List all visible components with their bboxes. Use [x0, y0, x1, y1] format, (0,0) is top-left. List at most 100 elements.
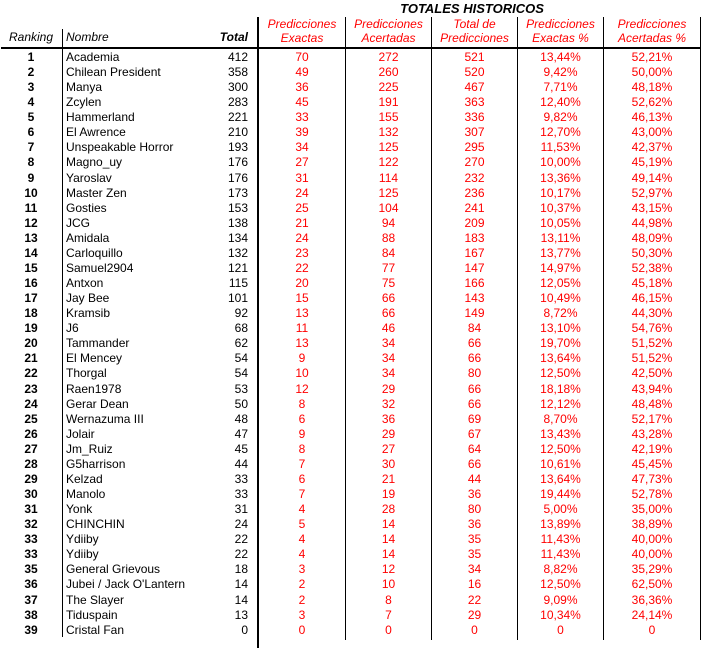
predicciones-acertadas-cell: 14 [381, 547, 396, 562]
predicciones-exactas-pct-cell: 18,18% [540, 381, 581, 396]
predicciones-acertadas-pct-cell: 49,14% [631, 170, 673, 185]
ranking-cell: 33 [24, 547, 38, 562]
column-divider [431, 17, 432, 640]
ranking-cell: 1 [27, 50, 35, 64]
total-de-predicciones-cell: 34 [467, 562, 482, 577]
predicciones-acertadas-cell: 225 [378, 80, 399, 95]
total-de-predicciones-cell: 241 [464, 200, 485, 215]
total-de-predicciones-cell: 363 [464, 95, 485, 110]
predicciones-acertadas-pct-cell: 43,94% [631, 381, 673, 396]
predicciones-exactas-pct-cell: 8,72% [543, 306, 578, 321]
predicciones-acertadas-cell: 75 [381, 276, 396, 291]
nombre-cell: Hammerland [66, 110, 135, 125]
table-row: 23 Raen1978 53 12 29 66 18,18% 43,94% [0, 382, 706, 397]
table-row: 11 Gosties 153 25 104 241 10,37% 43,15% [0, 201, 706, 216]
table-row: 36 Jubei / Jack O'Lantern 14 2 10 16 12,… [0, 577, 706, 592]
predicciones-exactas-pct-cell: 13,44% [540, 50, 581, 64]
nombre-cell: Manolo [66, 487, 106, 502]
total-cell: 173 [227, 185, 248, 200]
predicciones-exactas-pct-cell: 10,37% [540, 200, 581, 215]
nombre-cell: Kramsib [66, 306, 111, 321]
predicciones-exactas-cell: 5 [298, 517, 306, 532]
predicciones-exactas-cell: 45 [295, 95, 309, 110]
total-cell: 53 [234, 381, 248, 396]
predicciones-exactas-pct-cell: 12,40% [540, 95, 581, 110]
nombre-cell: J6 [66, 321, 79, 336]
ranking-cell: 39 [24, 622, 38, 637]
table-row: 17 Jay Bee 101 15 66 143 10,49% 46,15% [0, 291, 706, 306]
predicciones-exactas-pct-cell: 13,64% [540, 471, 581, 486]
total-de-predicciones-cell: 467 [464, 80, 485, 95]
predicciones-acertadas-cell: 122 [378, 155, 399, 170]
ranking-cell: 28 [24, 456, 38, 471]
table-row: 15 Samuel2904 121 22 77 147 14,97% 52,38… [0, 261, 706, 276]
predicciones-acertadas-pct-cell: 54,76% [631, 321, 673, 336]
predicciones-acertadas-pct-cell: 52,78% [631, 487, 673, 502]
predicciones-acertadas-pct-cell: 42,50% [631, 366, 673, 381]
nombre-cell: Yaroslav [66, 170, 112, 185]
predicciones-acertadas-cell: 66 [381, 291, 396, 306]
total-de-predicciones-cell: 209 [464, 215, 485, 230]
predicciones-acertadas-pct-cell: 46,13% [631, 110, 673, 125]
predicciones-exactas-cell: 27 [295, 155, 309, 170]
nombre-cell: General Grievous [66, 562, 161, 577]
total-cell: 14 [234, 577, 248, 592]
predicciones-exactas-pct-cell: 11,43% [540, 532, 581, 547]
ranking-cell: 6 [27, 125, 35, 140]
nombre-cell: Ydiiby [66, 547, 99, 562]
predicciones-acertadas-cell: 8 [385, 592, 392, 607]
ranking-cell: 37 [24, 592, 38, 607]
nombre-cell: Samuel2904 [66, 260, 134, 275]
nombre-cell: Academia [66, 50, 120, 64]
predicciones-exactas-pct-cell: 13,89% [540, 517, 581, 532]
total-de-predicciones-cell: 69 [467, 411, 482, 426]
ranking-cell: 13 [24, 230, 38, 245]
predicciones-acertadas-pct-cell: 42,37% [631, 140, 673, 155]
predicciones-exactas-cell: 15 [295, 291, 309, 306]
nombre-cell: Amidala [66, 230, 110, 245]
total-de-predicciones-cell: 66 [467, 396, 482, 411]
table-row: 39 Cristal Fan 0 0 0 0 0 0 [0, 623, 706, 638]
total-cell: 153 [227, 200, 248, 215]
predicciones-acertadas-pct-cell: 52,21% [631, 50, 673, 64]
predicciones-exactas-cell: 21 [295, 215, 309, 230]
predicciones-exactas-pct-cell: 8,70% [543, 411, 578, 426]
ranking-cell: 2 [27, 65, 35, 80]
total-de-predicciones-cell: 521 [464, 50, 485, 64]
table-row: 31 Yonk 31 4 28 80 5,00% 35,00% [0, 502, 706, 517]
total-de-predicciones-cell: 22 [467, 592, 482, 607]
predicciones-exactas-cell: 20 [295, 276, 309, 291]
predicciones-exactas-cell: 6 [298, 471, 306, 486]
total-cell: 193 [227, 140, 248, 155]
predicciones-exactas-pct-cell: 14,97% [540, 260, 581, 275]
ranking-cell: 17 [24, 291, 38, 306]
predicciones-exactas-pct-cell: 12,50% [540, 577, 581, 592]
column-header-predicciones-acertadas: Predicciones Acertadas [354, 17, 423, 45]
nombre-cell: Jm_Ruiz [66, 441, 113, 456]
predicciones-acertadas-pct-cell: 51,52% [631, 351, 673, 366]
predicciones-exactas-pct-cell: 10,00% [540, 155, 581, 170]
predicciones-exactas-pct-cell: 13,77% [540, 245, 581, 260]
total-de-predicciones-cell: 166 [464, 276, 485, 291]
predicciones-exactas-pct-cell: 12,50% [540, 366, 581, 381]
predicciones-acertadas-pct-cell: 45,18% [631, 276, 673, 291]
ranking-nombre-divider [62, 29, 63, 637]
predicciones-exactas-cell: 8 [298, 396, 306, 411]
predicciones-acertadas-pct-cell: 52,62% [631, 95, 673, 110]
predicciones-acertadas-cell: 19 [381, 487, 396, 502]
total-de-predicciones-cell: 143 [464, 291, 485, 306]
predicciones-acertadas-cell: 14 [381, 517, 396, 532]
nombre-cell: Gosties [66, 200, 107, 215]
total-cell: 31 [234, 502, 248, 517]
predicciones-acertadas-pct-cell: 45,45% [631, 456, 673, 471]
predicciones-exactas-pct-cell: 0 [557, 622, 564, 637]
predicciones-acertadas-cell: 272 [378, 50, 399, 64]
predicciones-acertadas-cell: 28 [381, 502, 396, 517]
total-cell: 24 [234, 517, 248, 532]
total-de-predicciones-cell: 84 [467, 321, 482, 336]
predicciones-exactas-cell: 0 [298, 622, 306, 637]
predicciones-acertadas-cell: 104 [378, 200, 399, 215]
nombre-cell: Thorgal [66, 366, 107, 381]
table-row: 26 Jolair 47 9 29 67 13,43% 43,28% [0, 427, 706, 442]
